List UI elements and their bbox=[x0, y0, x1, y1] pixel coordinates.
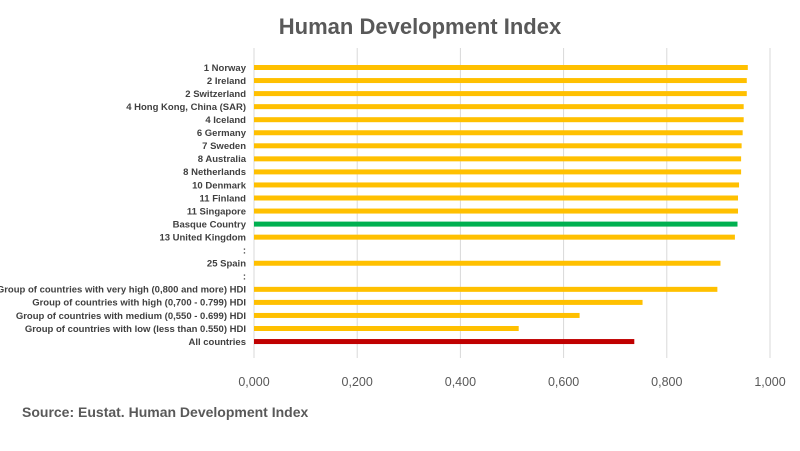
bar bbox=[254, 260, 721, 266]
bar bbox=[254, 169, 742, 175]
category-label: 7 Sweden bbox=[202, 141, 246, 152]
gridlines bbox=[253, 48, 771, 358]
category-label: 2 Switzerland bbox=[185, 89, 246, 100]
bar bbox=[254, 65, 748, 70]
category-label: Group of countries with high (0,700 - 0.… bbox=[32, 298, 246, 309]
category-label: 13 United Kingdom bbox=[159, 232, 246, 243]
category-label: 1 Norway bbox=[204, 63, 247, 74]
bar bbox=[254, 143, 742, 149]
bar bbox=[254, 182, 740, 188]
category-label: Group of countries with low (less than 0… bbox=[25, 324, 246, 335]
category-label: Group of countries with very high (0,800… bbox=[0, 285, 246, 296]
category-label: Group of countries with medium (0,550 - … bbox=[16, 311, 246, 322]
bar bbox=[254, 312, 580, 318]
bar bbox=[254, 104, 744, 110]
x-tick-label: 0,000 bbox=[238, 375, 269, 389]
category-label: 8 Netherlands bbox=[183, 167, 246, 178]
category-label: : bbox=[243, 246, 246, 257]
chart-title: Human Development Index bbox=[278, 14, 562, 39]
source-note: Source: Eustat. Human Development Index bbox=[22, 404, 309, 420]
category-label: 4 Hong Kong, China (SAR) bbox=[126, 102, 246, 113]
bar bbox=[254, 299, 643, 305]
x-tick-label: 0,600 bbox=[548, 375, 579, 389]
x-tick-label: 0,800 bbox=[651, 375, 682, 389]
x-tick-label: 1,000 bbox=[754, 375, 785, 389]
x-tick-label: 0,200 bbox=[342, 375, 373, 389]
bar bbox=[254, 339, 635, 345]
bar bbox=[254, 195, 739, 201]
bars bbox=[254, 65, 748, 345]
bar bbox=[254, 326, 519, 331]
bar bbox=[254, 221, 738, 227]
category-label: 11 Singapore bbox=[187, 206, 246, 217]
bar bbox=[254, 286, 718, 292]
category-label: 25 Spain bbox=[207, 259, 246, 270]
category-label: 11 Finland bbox=[200, 193, 247, 204]
category-label: Basque Country bbox=[173, 219, 247, 230]
category-label: 10 Denmark bbox=[192, 180, 247, 191]
bar bbox=[254, 156, 742, 162]
category-label: : bbox=[243, 272, 246, 283]
category-label: 6 Germany bbox=[197, 128, 247, 139]
x-tick-labels: 0,000 0,200 0,400 0,600 0,800 1,000 bbox=[238, 375, 785, 389]
category-label: All countries bbox=[188, 337, 246, 348]
category-label: 4 Iceland bbox=[205, 115, 246, 126]
bar bbox=[254, 208, 739, 214]
category-label: 8 Australia bbox=[198, 154, 247, 165]
bar bbox=[254, 130, 743, 136]
x-tick-label: 0,400 bbox=[445, 375, 476, 389]
bar bbox=[254, 234, 735, 240]
category-labels: 1 Norway 2 Ireland 2 Switzerland 4 Hong Kon… bbox=[0, 63, 247, 348]
bar bbox=[254, 117, 744, 123]
bar bbox=[254, 91, 747, 97]
category-label: 2 Ireland bbox=[207, 76, 246, 87]
bar bbox=[254, 78, 747, 84]
